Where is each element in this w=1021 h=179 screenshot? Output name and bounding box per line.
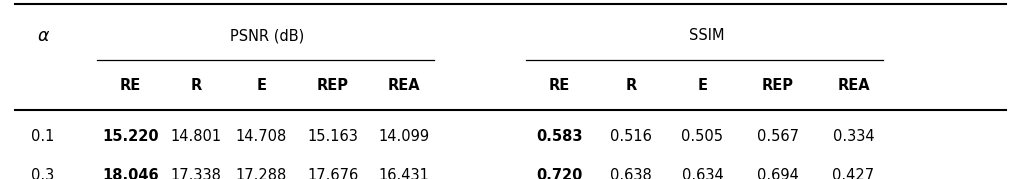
Text: 0.567: 0.567 bbox=[757, 129, 799, 144]
Text: R: R bbox=[625, 78, 637, 93]
Text: REP: REP bbox=[762, 78, 794, 93]
Text: 0.427: 0.427 bbox=[832, 168, 875, 179]
Text: 17.288: 17.288 bbox=[236, 168, 287, 179]
Text: 0.1: 0.1 bbox=[32, 129, 54, 144]
Text: 15.163: 15.163 bbox=[307, 129, 358, 144]
Text: 0.720: 0.720 bbox=[536, 168, 583, 179]
Text: α: α bbox=[37, 27, 49, 45]
Text: 0.638: 0.638 bbox=[611, 168, 651, 179]
Text: 14.801: 14.801 bbox=[171, 129, 222, 144]
Text: REA: REA bbox=[837, 78, 870, 93]
Text: PSNR (dB): PSNR (dB) bbox=[231, 28, 304, 43]
Text: 0.334: 0.334 bbox=[833, 129, 874, 144]
Text: E: E bbox=[256, 78, 266, 93]
Text: 0.516: 0.516 bbox=[610, 129, 652, 144]
Text: 14.099: 14.099 bbox=[379, 129, 430, 144]
Text: E: E bbox=[697, 78, 708, 93]
Text: 0.505: 0.505 bbox=[681, 129, 724, 144]
Text: REP: REP bbox=[317, 78, 349, 93]
Text: 0.583: 0.583 bbox=[536, 129, 583, 144]
Text: 0.694: 0.694 bbox=[757, 168, 799, 179]
Text: 14.708: 14.708 bbox=[236, 129, 287, 144]
Text: RE: RE bbox=[120, 78, 141, 93]
Text: R: R bbox=[190, 78, 202, 93]
Text: 0.634: 0.634 bbox=[682, 168, 723, 179]
Text: 17.676: 17.676 bbox=[307, 168, 358, 179]
Text: 0.3: 0.3 bbox=[32, 168, 54, 179]
Text: REA: REA bbox=[388, 78, 421, 93]
Text: SSIM: SSIM bbox=[689, 28, 724, 43]
Text: 15.220: 15.220 bbox=[102, 129, 159, 144]
Text: 16.431: 16.431 bbox=[379, 168, 430, 179]
Text: 18.046: 18.046 bbox=[102, 168, 159, 179]
Text: RE: RE bbox=[549, 78, 570, 93]
Text: 17.338: 17.338 bbox=[171, 168, 222, 179]
